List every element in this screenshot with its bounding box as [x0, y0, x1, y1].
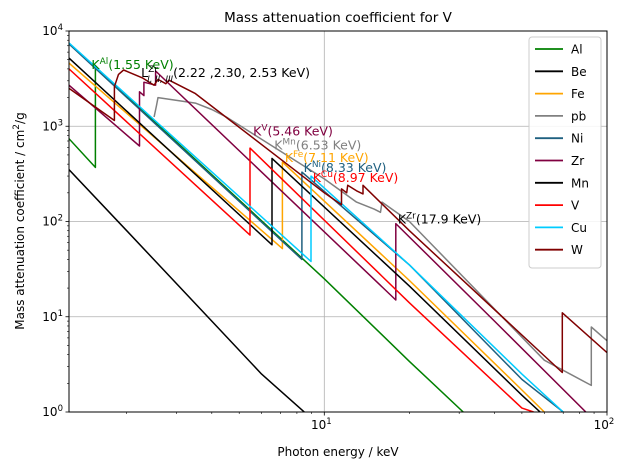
annotation: LZr I, II, III(2.22 ,2.30, 2.53 KeV) [141, 65, 310, 85]
annotation-sup: Fe [293, 150, 304, 160]
y-tick-exp: 3 [58, 118, 63, 128]
annotation-tail: (6.53 KeV) [296, 138, 361, 153]
series-line-mn [69, 57, 541, 412]
legend: Al Be Fe pb Ni Zr Mn V Cu W [528, 36, 602, 269]
chart-title: Mass attenuation coefficient for V [224, 10, 452, 26]
annotation-main: K [91, 57, 100, 72]
y-tick-base: 10 [42, 24, 57, 38]
annotation-tail: (2.22 ,2.30, 2.53 KeV) [173, 65, 310, 80]
series-line-w [69, 69, 607, 374]
y-tick-base: 10 [42, 119, 57, 133]
legend-label: Mn [571, 176, 589, 190]
y-axis-label-tail: /g [13, 112, 27, 124]
y-tick-label: 104 [42, 23, 63, 38]
y-tick-label: 102 [42, 214, 63, 229]
x-axis-label: Photon energy / keV [277, 445, 399, 459]
annotation-main: K [313, 170, 322, 185]
annotation-main: K [253, 123, 262, 138]
x-tick-label: 101 [311, 417, 332, 432]
legend-label: Cu [571, 221, 587, 235]
annotation-tail: (8.33 KeV) [321, 160, 386, 175]
annotation-sub: I, II, III [147, 75, 173, 85]
y-tick-label: 103 [42, 118, 63, 133]
x-tick-label: 102 [594, 417, 615, 432]
annotation: KCu(8.97 KeV) [313, 170, 399, 185]
legend-label: Fe [571, 87, 585, 101]
y-tick-exp: 2 [58, 214, 63, 224]
annotation: KNi(8.33 KeV) [304, 160, 387, 175]
legend-label: pb [571, 109, 586, 123]
annotation-main: K [304, 160, 313, 175]
annotation-tail: (8.97 KeV) [333, 170, 398, 185]
annotations-group: KAl(1.55 KeV)LZr I, II, III(2.22 ,2.30, 2… [91, 57, 481, 227]
y-tick-exp: 1 [58, 309, 63, 319]
annotation-sup: Cu [321, 170, 333, 180]
annotation-sup: Al [100, 57, 109, 67]
y-tick-exp: 4 [58, 23, 63, 33]
annotation: KAl(1.55 KeV) [91, 57, 173, 72]
series-line-be [69, 169, 306, 412]
y-tick-base: 10 [42, 215, 57, 229]
series-line-cu [69, 42, 564, 412]
annotation-main: K [285, 150, 294, 165]
legend-label: V [571, 199, 580, 213]
y-tick-base: 10 [42, 310, 57, 324]
y-tick-label: 100 [42, 404, 63, 419]
annotation: KMn(6.53 KeV) [274, 138, 361, 153]
series-line-fe [69, 62, 545, 412]
y-tick-label: 101 [42, 309, 63, 324]
annotation-main: L [141, 65, 148, 80]
annotation-main: K [398, 212, 407, 227]
annotation-sup: V [261, 123, 268, 133]
y-axis-label-sup: 2 [12, 124, 22, 130]
annotation-sup: Zr [148, 65, 158, 75]
legend-label: Al [571, 43, 583, 57]
series-line-zr [69, 70, 587, 412]
annotation-sup: Mn [282, 138, 295, 148]
annotation-tail: (1.55 KeV) [108, 57, 173, 72]
legend-label: W [571, 243, 583, 257]
legend-box [528, 36, 602, 269]
annotation-main: K [274, 138, 283, 153]
series-group [69, 42, 607, 412]
annotation-sup: Zr [406, 212, 416, 222]
legend-label: Ni [571, 132, 583, 146]
x-tick-base: 10 [594, 418, 609, 432]
series-line-ni [69, 43, 564, 412]
annotation: KFe(7.11 KeV) [285, 150, 369, 165]
legend-label: Be [571, 65, 587, 79]
legend-label: Zr [571, 154, 584, 168]
x-tick-exp: 1 [326, 417, 331, 427]
series-line-v [69, 68, 534, 412]
annotation: KV(5.46 KeV) [253, 123, 333, 138]
x-tick-base: 10 [311, 418, 326, 432]
y-tick-base: 10 [42, 405, 57, 419]
annotation-tail: (17.9 KeV) [416, 212, 481, 227]
series-line-pb [153, 96, 607, 387]
annotation-tail: (7.11 KeV) [303, 150, 368, 165]
x-tick-exp: 2 [609, 417, 614, 427]
series-line-al [69, 66, 464, 412]
y-axis-label-main: Mass attenuation coefficient / cm [13, 130, 27, 330]
y-tick-exp: 0 [58, 404, 63, 414]
annotation-tail: (5.46 KeV) [267, 123, 332, 138]
annotation-sup: Ni [312, 160, 321, 170]
annotation: KZr(17.9 KeV) [398, 212, 481, 227]
y-axis-label: Mass attenuation coefficient / cm2/g [12, 112, 27, 329]
